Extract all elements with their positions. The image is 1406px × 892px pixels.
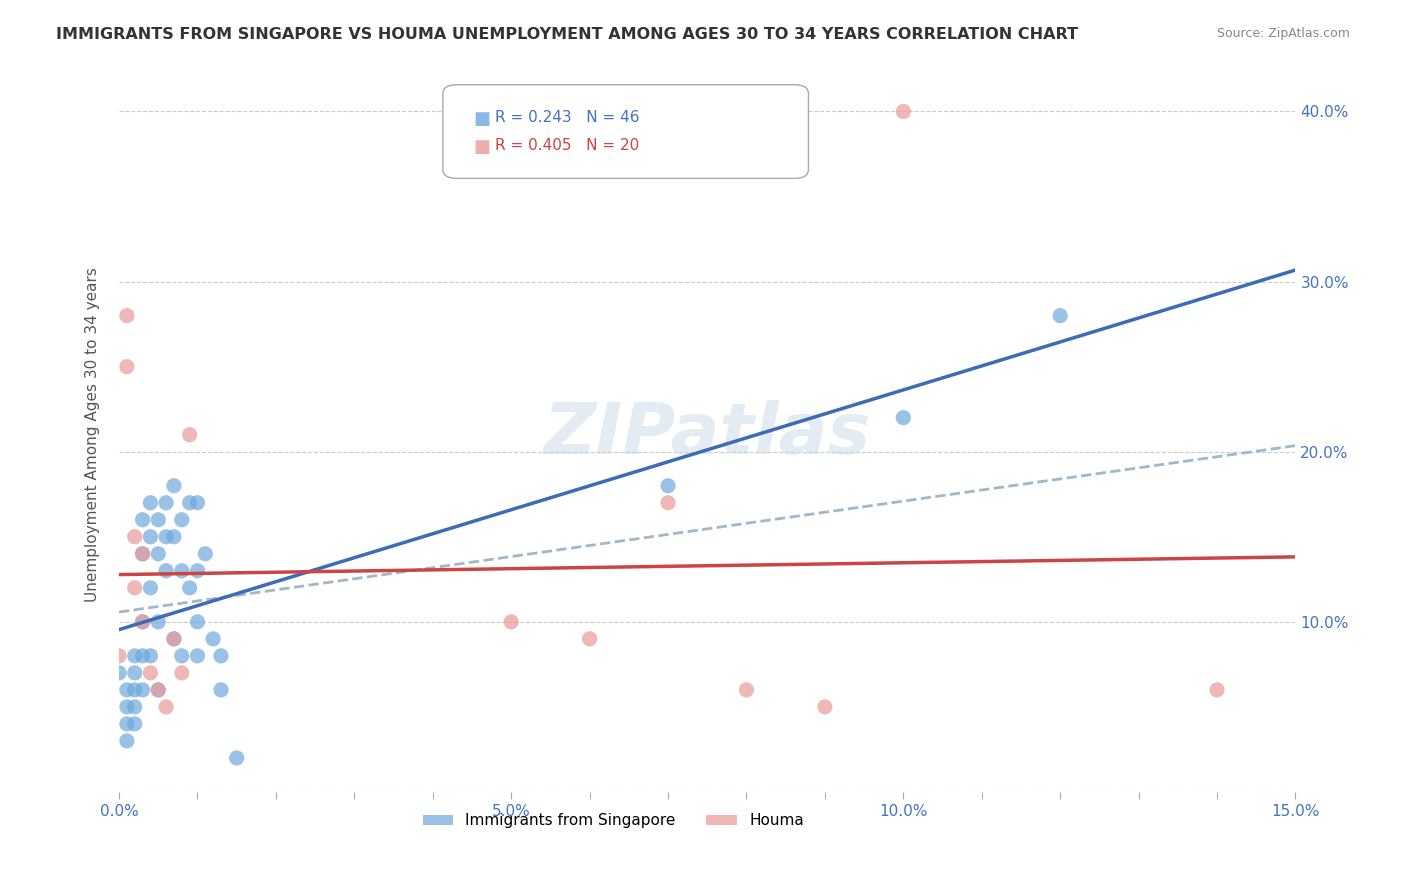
Point bbox=[108, 665, 131, 680]
Point bbox=[209, 648, 232, 663]
Point bbox=[115, 309, 138, 323]
Point bbox=[131, 615, 153, 629]
Point bbox=[170, 665, 193, 680]
Point bbox=[115, 359, 138, 374]
Point bbox=[124, 699, 146, 714]
Point bbox=[148, 682, 170, 697]
Point bbox=[131, 513, 153, 527]
Point bbox=[170, 648, 193, 663]
Point bbox=[139, 530, 162, 544]
Point bbox=[186, 564, 208, 578]
Point bbox=[139, 581, 162, 595]
Point bbox=[148, 682, 170, 697]
Point bbox=[155, 496, 177, 510]
Point bbox=[657, 479, 679, 493]
Point bbox=[163, 530, 186, 544]
Point bbox=[155, 564, 177, 578]
Point bbox=[124, 665, 146, 680]
Point bbox=[155, 699, 177, 714]
Point bbox=[163, 632, 186, 646]
Point bbox=[115, 699, 138, 714]
Point bbox=[131, 547, 153, 561]
Point bbox=[202, 632, 225, 646]
Point bbox=[209, 682, 232, 697]
Text: ■: ■ bbox=[474, 138, 491, 156]
Point bbox=[131, 547, 153, 561]
Point bbox=[124, 530, 146, 544]
Point bbox=[814, 699, 837, 714]
Point bbox=[148, 547, 170, 561]
Point bbox=[115, 734, 138, 748]
Point bbox=[139, 496, 162, 510]
Text: R = 0.405   N = 20: R = 0.405 N = 20 bbox=[495, 138, 640, 153]
Point bbox=[139, 648, 162, 663]
Point bbox=[124, 717, 146, 731]
Point bbox=[194, 547, 217, 561]
Text: ■: ■ bbox=[474, 110, 491, 128]
Text: R = 0.243   N = 46: R = 0.243 N = 46 bbox=[495, 110, 640, 125]
Point bbox=[108, 648, 131, 663]
Point bbox=[115, 717, 138, 731]
Point bbox=[131, 682, 153, 697]
Point bbox=[891, 410, 914, 425]
Point bbox=[578, 632, 600, 646]
Point bbox=[186, 615, 208, 629]
Text: ZIPatlas: ZIPatlas bbox=[544, 401, 870, 469]
Point bbox=[1206, 682, 1229, 697]
Point bbox=[163, 632, 186, 646]
Point bbox=[131, 648, 153, 663]
Point bbox=[124, 581, 146, 595]
Point bbox=[657, 496, 679, 510]
Point bbox=[735, 682, 758, 697]
Point bbox=[501, 615, 523, 629]
Point bbox=[148, 513, 170, 527]
Point bbox=[225, 751, 247, 765]
Legend: Immigrants from Singapore, Houma: Immigrants from Singapore, Houma bbox=[416, 807, 810, 834]
Point bbox=[148, 615, 170, 629]
Point bbox=[139, 665, 162, 680]
Point bbox=[124, 648, 146, 663]
Point bbox=[186, 648, 208, 663]
Point bbox=[170, 513, 193, 527]
Point bbox=[179, 496, 201, 510]
Point bbox=[131, 615, 153, 629]
Point bbox=[124, 682, 146, 697]
Text: Source: ZipAtlas.com: Source: ZipAtlas.com bbox=[1216, 27, 1350, 40]
Point bbox=[1049, 309, 1071, 323]
Point bbox=[163, 479, 186, 493]
Y-axis label: Unemployment Among Ages 30 to 34 years: Unemployment Among Ages 30 to 34 years bbox=[86, 268, 100, 602]
Point bbox=[170, 564, 193, 578]
Text: IMMIGRANTS FROM SINGAPORE VS HOUMA UNEMPLOYMENT AMONG AGES 30 TO 34 YEARS CORREL: IMMIGRANTS FROM SINGAPORE VS HOUMA UNEMP… bbox=[56, 27, 1078, 42]
Point bbox=[179, 427, 201, 442]
Point bbox=[155, 530, 177, 544]
Point bbox=[186, 496, 208, 510]
Point bbox=[179, 581, 201, 595]
Point bbox=[115, 682, 138, 697]
Point bbox=[891, 104, 914, 119]
